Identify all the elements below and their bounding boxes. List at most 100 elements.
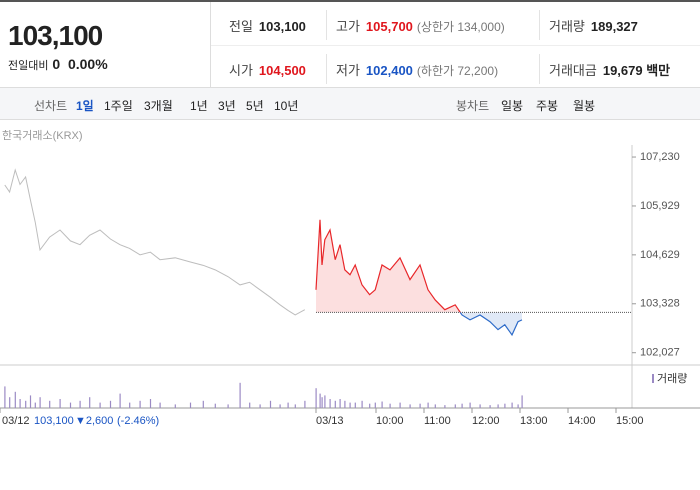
tab-group-label: 봉차트	[456, 99, 490, 113]
summary-date: 03/12	[2, 415, 30, 427]
y-tick-label: 104,629	[640, 249, 680, 261]
volume-bar	[521, 395, 523, 408]
quote-panel: 103,100 전일대비 0 0.00% 전일 103,100 고가 105,700(…	[0, 0, 700, 88]
volume-bar	[249, 402, 251, 408]
period-tabs: 선차트 1일 1주일 3개월 1년 3년 5년 10년 봉차트 일봉 주봉 월봉	[0, 88, 700, 120]
stat-label: 저가	[336, 63, 360, 78]
volume-bar	[315, 388, 317, 408]
tab[interactable]: 1일	[76, 99, 94, 113]
tab-group-label: 선차트	[34, 99, 68, 113]
volume-bar	[374, 402, 376, 408]
volume-bar	[334, 400, 336, 408]
up-area	[316, 219, 522, 313]
change-value: 0	[52, 56, 61, 72]
volume-bar	[174, 404, 176, 408]
stat: 전일 103,100	[229, 16, 306, 35]
x-tick-label: 10:00	[376, 415, 404, 427]
volume-bar	[324, 395, 326, 408]
volume-bar	[109, 400, 112, 408]
stats: 전일 103,100 고가 105,700 (상한가 134,000) 거래량 189,32…	[210, 2, 700, 88]
stat-label: 거래대금	[549, 63, 597, 78]
volume-bar	[119, 393, 121, 408]
stat-label: 시가	[229, 63, 253, 78]
stat: 저가 102,400 (하한가 72,200)	[336, 60, 498, 79]
up-line	[315, 219, 461, 313]
volume-bar	[349, 402, 351, 408]
summary-pct: (-2.46%)	[117, 415, 159, 427]
volume-bar	[354, 402, 356, 408]
x-tick-label: 12:00	[472, 415, 500, 427]
volume-bar	[214, 403, 216, 408]
volume-bar	[381, 401, 383, 408]
x-tick-label: 15:00	[616, 415, 644, 427]
volume-bar	[461, 403, 463, 408]
volume-bar	[444, 405, 446, 408]
volume-bar	[59, 399, 61, 408]
tab[interactable]: 10년	[274, 99, 299, 113]
volume-bar	[361, 400, 363, 408]
summary-change: ▼2,600	[75, 415, 113, 427]
volume-bar	[489, 405, 491, 408]
volume-bar	[19, 399, 21, 408]
divider	[326, 10, 327, 40]
volume-bar	[4, 386, 6, 408]
chart: 한국거래소(KRX) 107,230 105,929 104,629 103,328 1…	[0, 129, 700, 427]
tab[interactable]: 주봉	[536, 99, 559, 113]
tab[interactable]: 3개월	[144, 99, 173, 113]
volume-bar	[259, 404, 261, 408]
tab[interactable]: 1주일	[104, 99, 133, 113]
stat: 고가 105,700 (상한가 134,000)	[336, 16, 505, 35]
stat-label: 거래량	[549, 19, 585, 34]
tab[interactable]: 5년	[246, 99, 264, 113]
stat-value: 104,500	[258, 63, 306, 78]
stat-value: 189,327	[590, 19, 638, 34]
volume-bar	[294, 404, 296, 408]
x-tick-label: 03/13	[316, 415, 344, 427]
volume-bar	[129, 402, 131, 408]
stat: 시가 104,500	[229, 60, 306, 79]
volume-bar	[389, 403, 391, 408]
y-tick-label: 103,328	[640, 298, 680, 310]
volume-bar	[497, 404, 499, 408]
y-tick-label: 107,230	[640, 151, 680, 163]
volume-bar	[79, 400, 81, 408]
volume-bar	[321, 397, 323, 408]
down-line	[459, 312, 523, 337]
volume-bar	[369, 403, 371, 408]
volume-bar	[139, 400, 141, 408]
change-label: 전일대비	[8, 60, 49, 72]
volume-bar	[227, 404, 229, 408]
x-tick-label: 11:00	[424, 415, 451, 427]
volume-bar	[304, 400, 306, 408]
y-tick-label: 102,027	[640, 347, 680, 359]
volume-bar	[89, 397, 91, 408]
volume-bar	[434, 404, 436, 408]
volume-bar	[202, 400, 204, 408]
volume-bar	[504, 403, 506, 408]
volume-bar	[29, 395, 32, 408]
volume-bar	[409, 404, 411, 408]
tab[interactable]: 월봉	[573, 99, 596, 113]
stat: 거래대금 19,679 백만	[549, 60, 670, 79]
source: 한국거래소(KRX)	[2, 129, 83, 142]
stat-extra: (하한가 72,200)	[416, 64, 499, 78]
stat-label: 전일	[229, 19, 253, 34]
price-line	[4, 168, 306, 316]
stat-extra: (상한가 134,000)	[416, 20, 505, 34]
volume-bar	[279, 404, 281, 408]
volume-bar	[99, 402, 101, 408]
summary-close: 103,100	[34, 415, 74, 427]
stat-value: 102,400	[365, 63, 413, 78]
tab[interactable]: 3년	[218, 99, 236, 113]
change-pct: 0.00%	[67, 56, 108, 72]
volume-bar	[427, 402, 429, 408]
tab[interactable]: 1년	[190, 99, 208, 113]
volume-bar	[34, 402, 36, 408]
volume-bar	[344, 400, 346, 408]
volume-bar	[269, 400, 272, 408]
tab[interactable]: 일봉	[501, 99, 524, 113]
divider	[539, 10, 540, 40]
volume-bar	[49, 400, 51, 408]
stat-label: 고가	[336, 19, 360, 34]
